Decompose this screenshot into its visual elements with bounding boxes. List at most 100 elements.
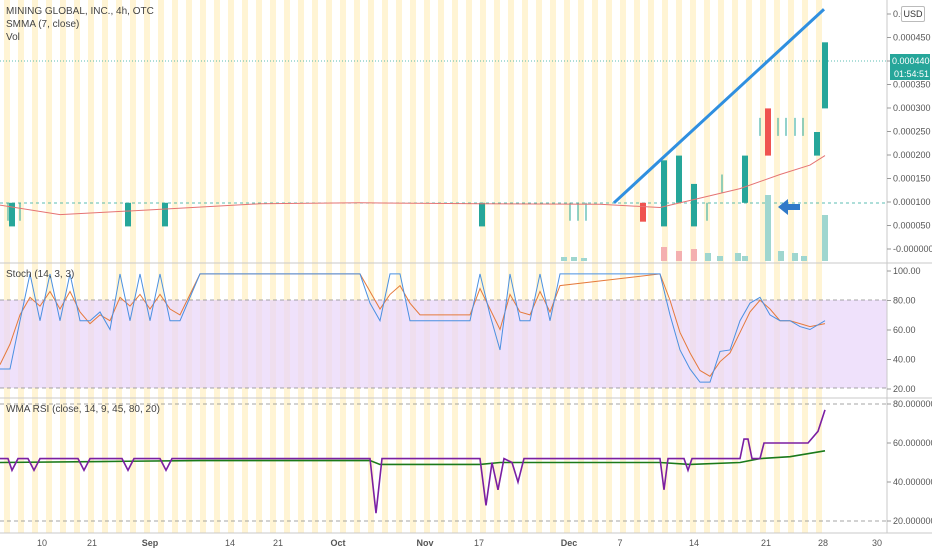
axis-tick-label: -0.000000: [893, 244, 932, 254]
background-stripe: [410, 0, 416, 533]
background-stripe: [718, 0, 724, 533]
candle: [162, 203, 168, 227]
axis-tick-label: 0.000050: [893, 221, 931, 231]
price-axis[interactable]: 0.00050.0004500.0004000.0003500.0003000.…: [887, 9, 932, 254]
background-stripe: [774, 0, 780, 533]
volume-bar: [735, 253, 741, 261]
time-tick-label: Sep: [142, 538, 159, 548]
time-tick-label: 7: [617, 538, 622, 548]
axis-tick-label: 60.000000: [893, 438, 932, 448]
background-stripe: [550, 0, 556, 533]
background-stripe: [466, 0, 472, 533]
background-stripe: [508, 0, 514, 533]
last-price-value: 0.0004400: [892, 56, 932, 66]
time-tick-label: Nov: [416, 538, 433, 548]
background-stripe: [144, 0, 150, 533]
axis-tick-label: 60.00: [893, 325, 916, 335]
vol-legend: Vol: [6, 32, 20, 44]
axis-tick-label: 0.000100: [893, 197, 931, 207]
background-stripe: [116, 0, 122, 533]
stoch-legend: Stoch (14, 3, 3): [6, 269, 74, 281]
background-stripe: [606, 0, 612, 533]
axis-tick-label: 20.00: [893, 384, 916, 394]
time-tick-label: 10: [37, 538, 47, 548]
background-stripe: [46, 0, 52, 533]
axis-tick-label: 0.000300: [893, 103, 931, 113]
volume-bar: [581, 258, 587, 261]
background-stripe: [270, 0, 276, 533]
candle: [661, 160, 667, 226]
background-stripe: [368, 0, 374, 533]
background-stripe: [88, 0, 94, 533]
axis-tick-label: 80.000000: [893, 399, 932, 409]
volume-bar: [676, 251, 682, 261]
background-stripe: [662, 0, 668, 533]
background-stripe: [816, 0, 822, 533]
volume-bar: [801, 256, 807, 261]
background-stripe: [186, 0, 192, 533]
background-stripe: [228, 0, 234, 533]
time-axis[interactable]: 10 21 Sep 14 21 Oct Nov 17 Dec 7 14 21 28 30: [37, 538, 882, 548]
countdown-value: 01:54:51: [894, 69, 929, 79]
background-stripe: [18, 0, 24, 533]
background-stripe: [298, 0, 304, 533]
volume-bar: [792, 253, 798, 261]
background-stripe: [326, 0, 332, 533]
candle: [640, 203, 646, 222]
time-tick-label: 21: [87, 538, 97, 548]
time-tick-label: 17: [474, 538, 484, 548]
background-stripe: [494, 0, 500, 533]
time-tick-label: 30: [872, 538, 882, 548]
axis-tick-label: 0.000150: [893, 174, 931, 184]
time-tick-label: 28: [818, 538, 828, 548]
axis-tick-label: 20.000000: [893, 516, 932, 526]
background-stripe: [424, 0, 430, 533]
background-stripe: [60, 0, 66, 533]
rsi-legend: WMA RSI (close, 14, 9, 45, 80, 20): [6, 404, 160, 416]
axis-tick-label: 0.000200: [893, 150, 931, 160]
candle: [676, 156, 682, 203]
candle: [125, 203, 131, 227]
volume-bar: [765, 195, 771, 261]
background-stripe: [214, 0, 220, 533]
time-tick-label: Dec: [561, 538, 578, 548]
background-stripe: [200, 0, 206, 533]
axis-tick-label: 40.00: [893, 355, 916, 365]
background-stripe: [158, 0, 164, 533]
candle: [814, 132, 820, 156]
background-stripe: [130, 0, 136, 533]
chart-title: MINING GLOBAL, INC., 4h, OTC: [6, 6, 154, 18]
last-price-tag: 0.0004400 01:54:51: [890, 54, 932, 80]
background-stripe: [676, 0, 682, 533]
volume-bar: [705, 253, 711, 261]
background-stripe: [396, 0, 402, 533]
axis-tick-label: 0.000450: [893, 33, 931, 43]
time-tick-label: Oct: [330, 538, 345, 548]
volume-bar: [571, 257, 577, 261]
axis-tick-label: 40.000000: [893, 477, 932, 487]
candle: [742, 156, 748, 203]
currency-button[interactable]: USD: [901, 6, 925, 22]
rsi-axis[interactable]: 80.000000 60.000000 40.000000 20.000000: [887, 399, 932, 526]
axis-tick-label: 0.000250: [893, 127, 931, 137]
candle: [765, 108, 771, 155]
axis-tick-label: 80.00: [893, 296, 916, 306]
background-stripe: [284, 0, 290, 533]
background-stripe: [452, 0, 458, 533]
volume-bar: [742, 256, 748, 261]
background-stripe: [648, 0, 654, 533]
background-stripe: [592, 0, 598, 533]
time-tick-label: 21: [761, 538, 771, 548]
smma-legend: SMMA (7, close): [6, 19, 79, 31]
volume-bar: [822, 215, 828, 261]
time-tick-label: 14: [225, 538, 235, 548]
background-stripe: [172, 0, 178, 533]
stoch-axis[interactable]: 100.00 80.00 60.00 40.00 20.00: [887, 266, 921, 394]
time-tick-label: 14: [689, 538, 699, 548]
background-stripe: [578, 0, 584, 533]
background-stripe: [354, 0, 360, 533]
background-stripe: [522, 0, 528, 533]
background-stripe: [704, 0, 710, 533]
background-stripe: [32, 0, 38, 533]
